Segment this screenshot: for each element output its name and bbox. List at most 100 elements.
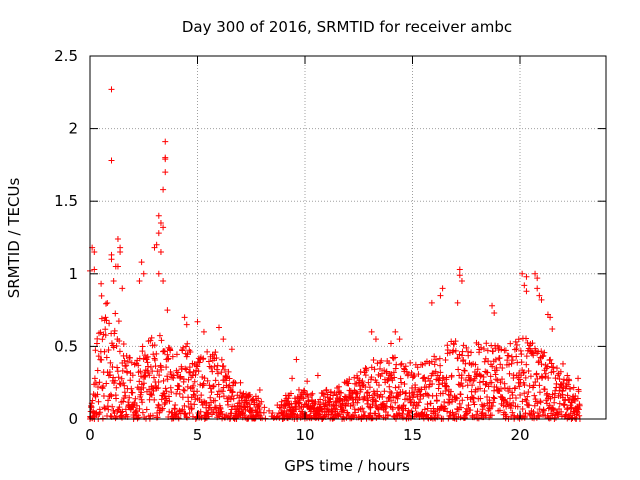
data-point bbox=[374, 388, 381, 395]
data-point bbox=[458, 278, 465, 285]
data-point bbox=[121, 389, 128, 396]
y-tick-label: 0 bbox=[68, 410, 78, 428]
data-point bbox=[94, 391, 101, 398]
data-point bbox=[492, 371, 499, 378]
data-point bbox=[164, 307, 171, 314]
data-point bbox=[558, 408, 565, 415]
data-point bbox=[181, 387, 188, 394]
data-point bbox=[433, 392, 440, 399]
data-point bbox=[157, 219, 164, 226]
data-point bbox=[146, 386, 153, 393]
data-point bbox=[154, 368, 161, 375]
data-point bbox=[134, 415, 141, 422]
data-point bbox=[509, 357, 516, 364]
data-point bbox=[335, 383, 342, 390]
data-point bbox=[392, 328, 399, 335]
data-point bbox=[356, 377, 363, 384]
data-point bbox=[260, 409, 267, 416]
data-point bbox=[561, 401, 568, 408]
data-point bbox=[180, 344, 187, 351]
data-point bbox=[534, 375, 541, 382]
data-point bbox=[469, 394, 476, 401]
data-point bbox=[185, 376, 192, 383]
data-point bbox=[411, 372, 418, 379]
data-point bbox=[192, 371, 199, 378]
data-point bbox=[149, 412, 156, 419]
data-point bbox=[284, 398, 291, 405]
data-point bbox=[397, 375, 404, 382]
data-point bbox=[566, 377, 573, 384]
data-point bbox=[308, 392, 315, 399]
data-point bbox=[576, 402, 583, 409]
data-point bbox=[529, 340, 536, 347]
data-point bbox=[111, 327, 118, 334]
data-point bbox=[131, 399, 138, 406]
data-point bbox=[455, 381, 462, 388]
data-point bbox=[452, 347, 459, 354]
data-point bbox=[479, 403, 486, 410]
data-point bbox=[549, 325, 556, 332]
data-point bbox=[94, 335, 101, 342]
data-point bbox=[208, 389, 215, 396]
data-point bbox=[160, 224, 167, 231]
data-point bbox=[136, 355, 143, 362]
data-point bbox=[498, 346, 505, 353]
data-point bbox=[120, 379, 127, 386]
data-point bbox=[346, 376, 353, 383]
chart-title: Day 300 of 2016, SRMTID for receiver amb… bbox=[182, 18, 512, 36]
data-point bbox=[410, 394, 417, 401]
data-point bbox=[295, 386, 302, 393]
data-point bbox=[394, 395, 401, 402]
data-point bbox=[165, 393, 172, 400]
data-point bbox=[155, 384, 162, 391]
data-point bbox=[459, 348, 466, 355]
data-point bbox=[327, 388, 334, 395]
data-point bbox=[162, 385, 169, 392]
data-point bbox=[115, 374, 122, 381]
data-point bbox=[112, 310, 119, 317]
data-point bbox=[388, 340, 394, 347]
data-point bbox=[215, 381, 222, 388]
data-point bbox=[138, 389, 145, 396]
data-point bbox=[110, 344, 117, 351]
data-point bbox=[527, 373, 534, 380]
data-point bbox=[122, 392, 129, 399]
data-point bbox=[261, 404, 268, 411]
data-point bbox=[289, 375, 296, 382]
data-point bbox=[113, 384, 120, 391]
data-point bbox=[456, 266, 463, 273]
data-point bbox=[510, 399, 517, 406]
data-point bbox=[474, 366, 481, 373]
data-point bbox=[497, 379, 504, 386]
data-point bbox=[551, 399, 558, 406]
data-point bbox=[126, 394, 133, 401]
data-point bbox=[446, 349, 453, 356]
data-point bbox=[188, 405, 195, 412]
data-point bbox=[124, 358, 131, 365]
data-point bbox=[169, 353, 176, 360]
plot-frame bbox=[89, 55, 607, 420]
data-point bbox=[152, 357, 159, 364]
data-point bbox=[541, 386, 548, 393]
data-point bbox=[164, 373, 171, 380]
data-point bbox=[210, 408, 217, 415]
data-point bbox=[379, 393, 386, 400]
data-point bbox=[401, 380, 408, 387]
data-point bbox=[516, 383, 523, 390]
data-point bbox=[326, 395, 333, 402]
data-point bbox=[539, 353, 546, 360]
data-point bbox=[164, 351, 171, 358]
data-point bbox=[456, 400, 463, 407]
data-point bbox=[483, 340, 490, 347]
data-point bbox=[431, 414, 438, 421]
data-point bbox=[482, 381, 489, 388]
data-point bbox=[340, 407, 347, 414]
data-point bbox=[181, 402, 188, 409]
data-point bbox=[186, 369, 193, 376]
data-point bbox=[467, 407, 474, 414]
data-point bbox=[212, 349, 219, 356]
data-point bbox=[565, 381, 572, 388]
data-point bbox=[155, 401, 162, 408]
data-point bbox=[547, 314, 554, 321]
data-point bbox=[341, 393, 348, 400]
